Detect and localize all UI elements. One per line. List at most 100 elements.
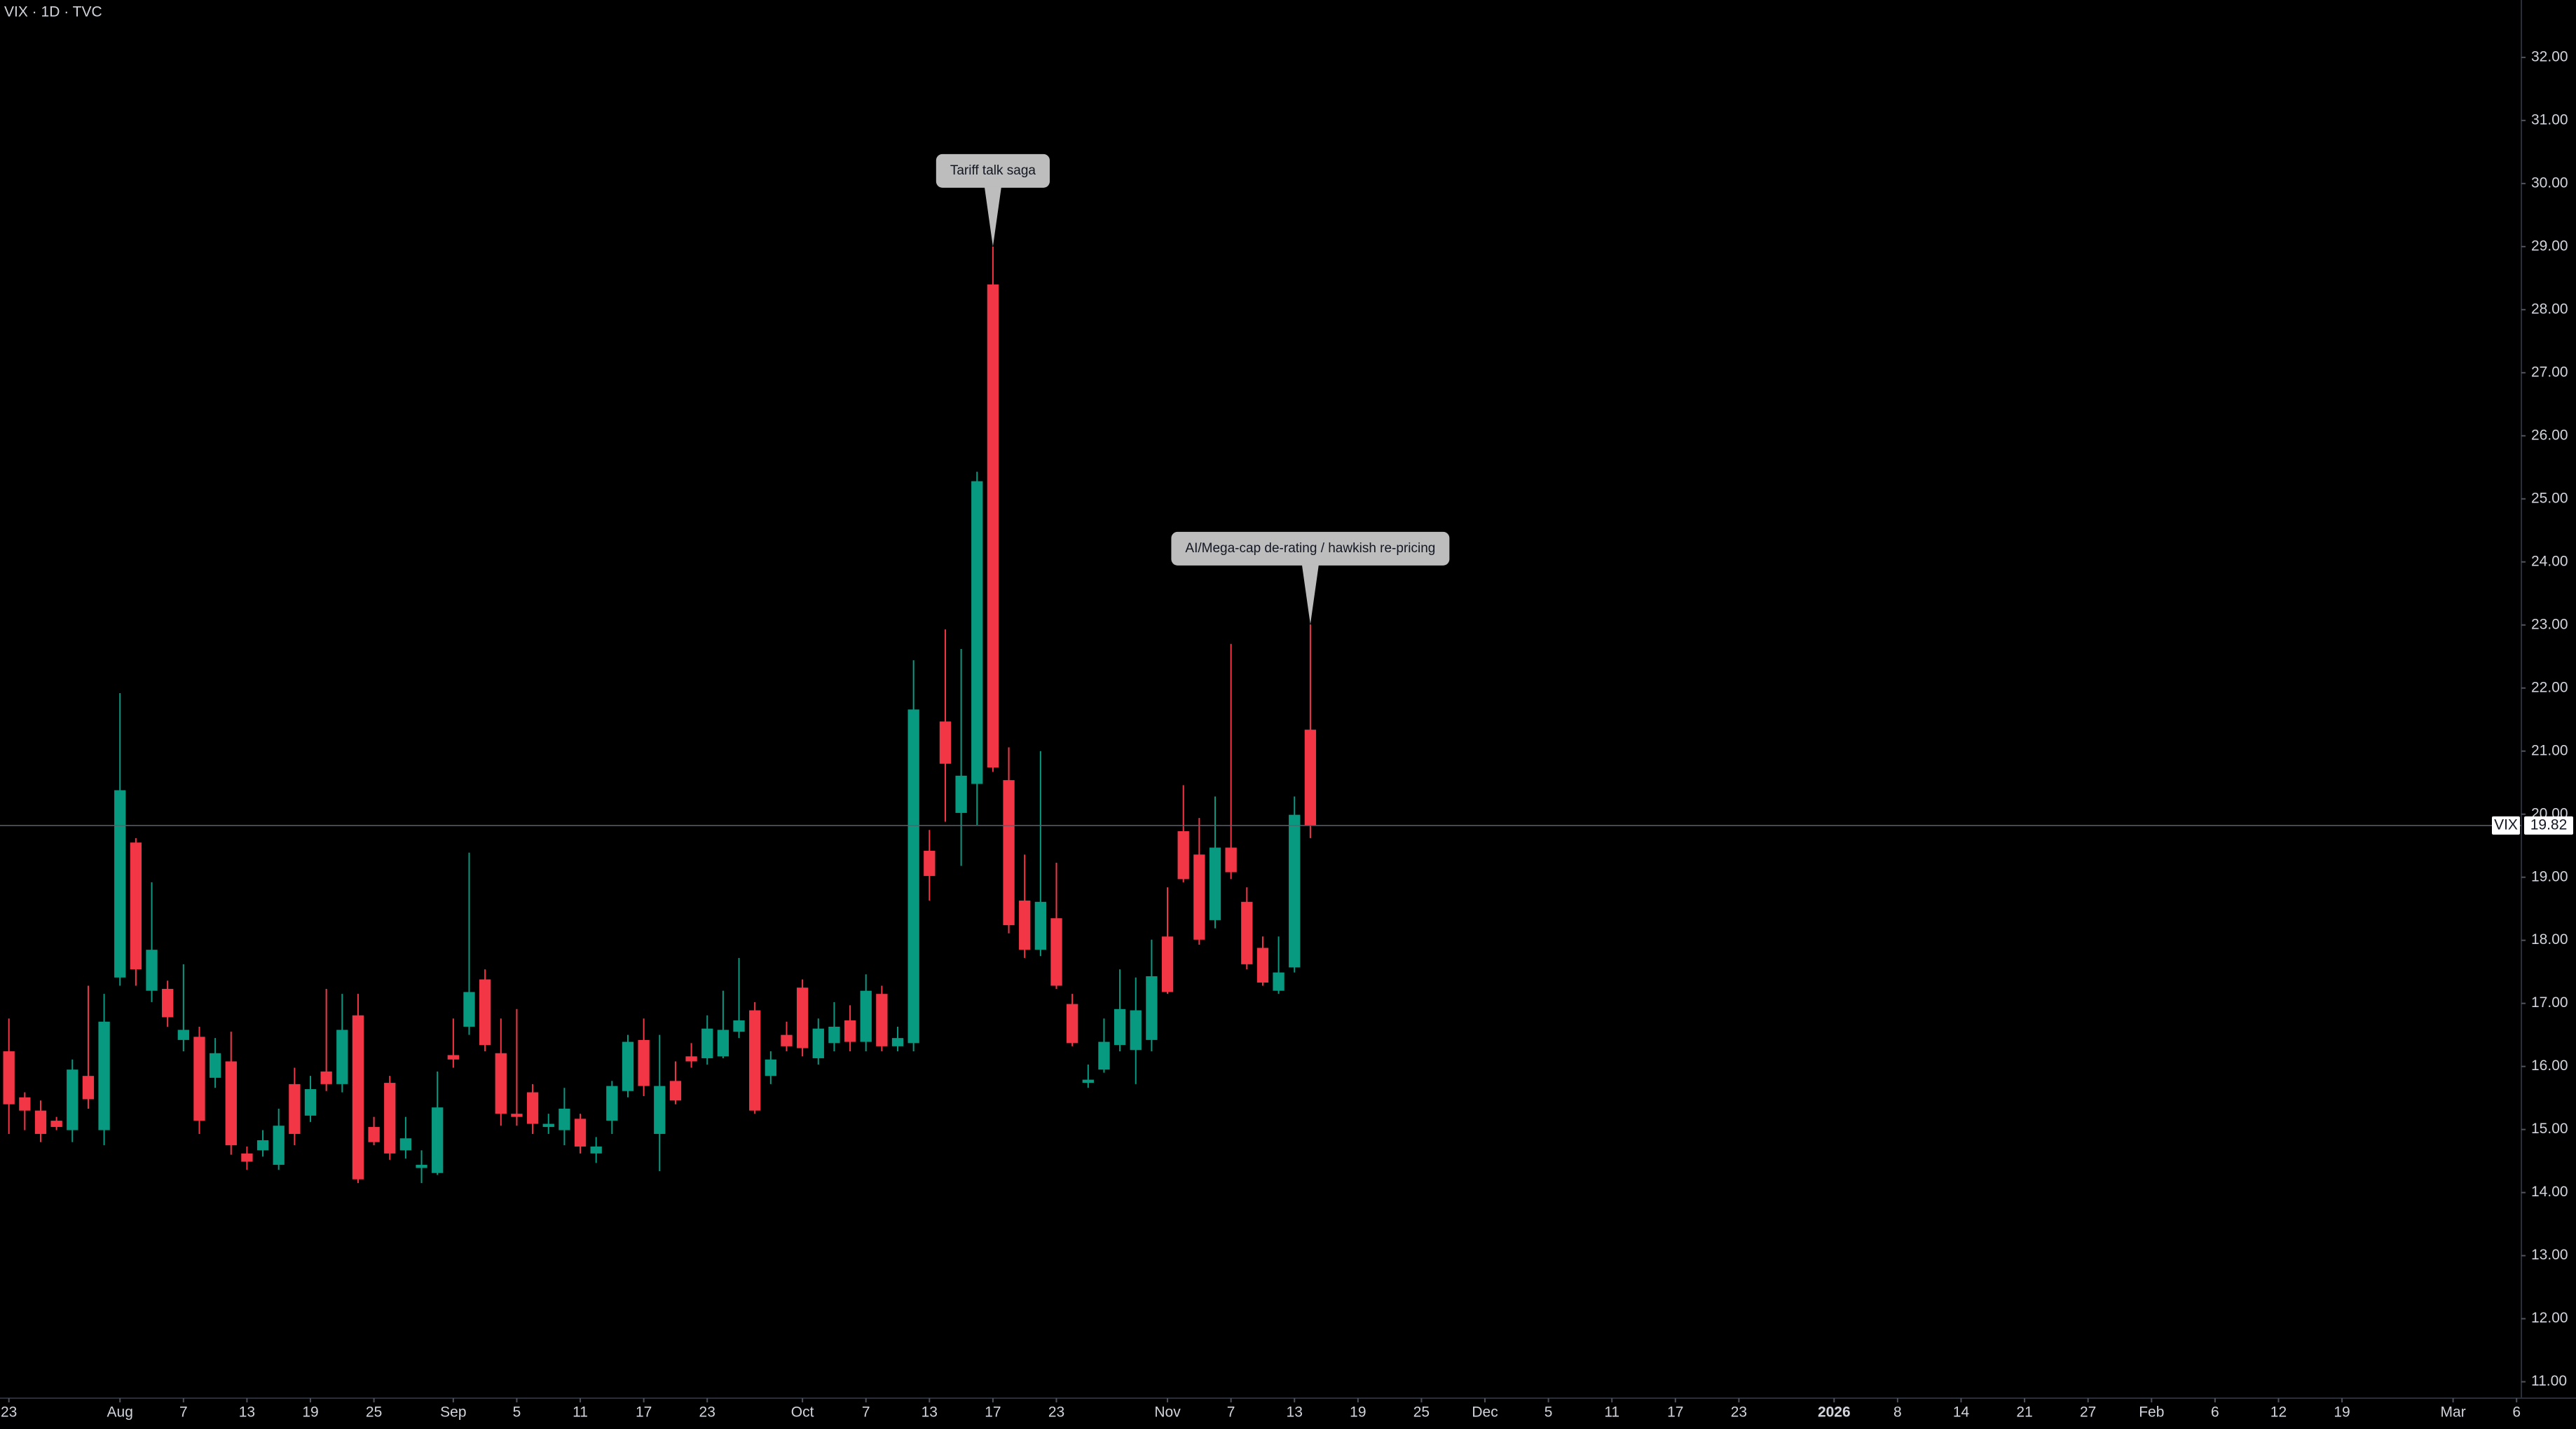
candle-body bbox=[622, 1041, 634, 1091]
candle-body bbox=[733, 1020, 745, 1032]
candle-body bbox=[606, 1086, 618, 1121]
x-tick-label: 7 bbox=[179, 1404, 188, 1421]
candle-body bbox=[273, 1126, 285, 1165]
candle-body bbox=[924, 850, 936, 876]
candle-body bbox=[1273, 972, 1284, 991]
candle-body bbox=[685, 1056, 697, 1062]
candle-body bbox=[241, 1153, 253, 1162]
candle-body bbox=[1161, 936, 1174, 992]
candle-body bbox=[447, 1055, 460, 1060]
candle-body bbox=[701, 1028, 713, 1058]
chart-title: VIX · 1D · TVC bbox=[4, 4, 102, 20]
x-tick-label: 12 bbox=[2270, 1404, 2287, 1421]
x-tick-label: 8 bbox=[1893, 1404, 1902, 1421]
candle-body bbox=[971, 481, 983, 784]
candle-body bbox=[1034, 901, 1047, 950]
x-tick-label: 5 bbox=[1544, 1404, 1553, 1421]
candle-body bbox=[574, 1119, 587, 1147]
candle-body bbox=[432, 1107, 444, 1173]
candle-body bbox=[495, 1053, 507, 1114]
x-tick-label: 13 bbox=[1287, 1404, 1303, 1421]
candle-body bbox=[1193, 854, 1205, 940]
annotation-text: Tariff talk saga bbox=[950, 163, 1036, 178]
candle-body bbox=[638, 1039, 650, 1086]
x-tick-label: 23 bbox=[1731, 1404, 1747, 1421]
y-tick-label: 19.00 bbox=[2531, 868, 2568, 884]
candle-body bbox=[416, 1165, 427, 1168]
y-tick-label: 30.00 bbox=[2531, 175, 2568, 191]
x-tick-label: 21 bbox=[2016, 1404, 2032, 1421]
annotation-text: AI/Mega-cap de-rating / hawkish re-prici… bbox=[1185, 541, 1435, 556]
candle-body bbox=[796, 987, 809, 1048]
price-tag-name-bg bbox=[2492, 816, 2520, 835]
x-tick-label: 17 bbox=[636, 1404, 652, 1421]
x-tick-label: 25 bbox=[1413, 1404, 1430, 1421]
y-tick-label: 14.00 bbox=[2531, 1184, 2568, 1200]
candle-body bbox=[1177, 831, 1189, 880]
candle-body bbox=[526, 1092, 539, 1124]
annotation-box bbox=[936, 153, 1050, 188]
candle-body bbox=[1067, 1004, 1078, 1044]
y-tick-label: 18.00 bbox=[2531, 931, 2568, 948]
x-tick-label: Oct bbox=[791, 1404, 814, 1421]
candle-body bbox=[479, 979, 491, 1046]
x-tick-label: 19 bbox=[302, 1404, 318, 1421]
y-tick-label: 12.00 bbox=[2531, 1310, 2568, 1326]
candle-body bbox=[130, 842, 142, 970]
candle-body bbox=[590, 1146, 602, 1154]
y-tick-label: 29.00 bbox=[2531, 238, 2568, 254]
candle-body bbox=[891, 1038, 904, 1046]
y-tick-label: 16.00 bbox=[2531, 1058, 2568, 1074]
x-tick-label: 7 bbox=[1227, 1404, 1235, 1421]
y-tick-label: 22.00 bbox=[2531, 679, 2568, 695]
price-tag-bg bbox=[2524, 816, 2573, 835]
y-tick-label: 23.00 bbox=[2531, 616, 2568, 632]
y-tick-label: 11.00 bbox=[2531, 1373, 2567, 1389]
x-tick-label: Dec bbox=[1472, 1404, 1498, 1421]
candle-body bbox=[844, 1020, 856, 1042]
price-tag-name: VIX bbox=[2494, 816, 2518, 833]
candle-body bbox=[765, 1059, 776, 1076]
candle-body bbox=[67, 1069, 78, 1130]
y-tick-label: 15.00 bbox=[2531, 1121, 2568, 1137]
x-tick-label: 6 bbox=[2512, 1404, 2521, 1421]
candle-body bbox=[1289, 814, 1301, 968]
annotation-pointer bbox=[984, 186, 1001, 247]
y-tick-label: 32.00 bbox=[2531, 48, 2568, 64]
candle-body bbox=[1130, 1010, 1142, 1051]
y-tick-label: 17.00 bbox=[2531, 994, 2568, 1011]
candle-body bbox=[1098, 1041, 1110, 1070]
candle-body bbox=[1256, 948, 1269, 983]
candle-body bbox=[1209, 847, 1221, 920]
candle-body bbox=[352, 1015, 364, 1180]
candle-body bbox=[1019, 901, 1031, 950]
candle-body bbox=[1003, 780, 1015, 926]
annotation-pointer bbox=[1301, 564, 1319, 624]
price-tag-value: 19.82 bbox=[2530, 816, 2568, 833]
candle-body bbox=[749, 1010, 761, 1111]
candle-body bbox=[463, 992, 475, 1027]
x-tick-label: 14 bbox=[1953, 1404, 1970, 1421]
x-tick-label: 7 bbox=[862, 1404, 870, 1421]
candle-body bbox=[98, 1021, 110, 1130]
candle-body bbox=[1241, 901, 1253, 964]
candle-body bbox=[939, 721, 952, 764]
y-tick-label: 13.00 bbox=[2531, 1247, 2568, 1263]
x-tick-label: 11 bbox=[1604, 1404, 1619, 1421]
candle-body bbox=[50, 1121, 62, 1128]
x-tick-label: 2026 bbox=[1818, 1404, 1851, 1421]
y-tick-label: 21.00 bbox=[2531, 742, 2568, 758]
x-tick-label: 25 bbox=[366, 1404, 382, 1421]
x-tick-label: 5 bbox=[513, 1404, 521, 1421]
x-tick-label: 27 bbox=[2080, 1404, 2096, 1421]
x-tick-label: 23 bbox=[699, 1404, 715, 1421]
candle-body bbox=[336, 1030, 348, 1084]
y-tick-label: 25.00 bbox=[2531, 490, 2568, 506]
candle-body bbox=[304, 1089, 317, 1116]
candle-body bbox=[1225, 847, 1237, 873]
candle-body bbox=[368, 1127, 380, 1142]
x-tick-label: 19 bbox=[2334, 1404, 2350, 1421]
candle-body bbox=[256, 1140, 269, 1151]
